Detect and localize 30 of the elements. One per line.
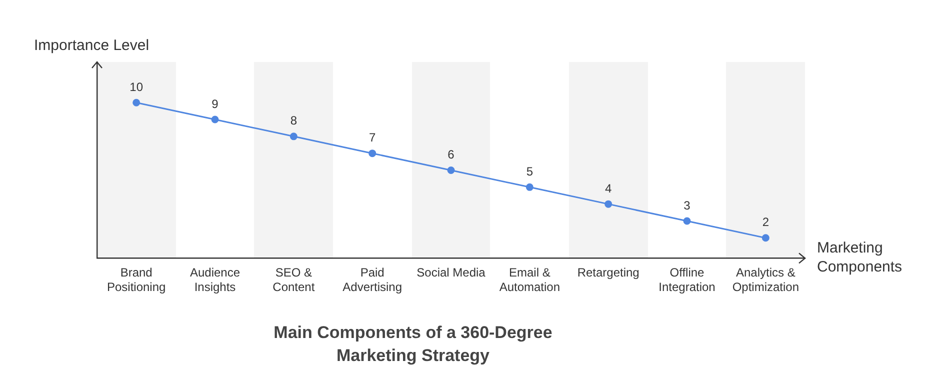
data-label: 9 bbox=[212, 96, 219, 111]
y-axis-title: Importance Level bbox=[34, 37, 150, 54]
point bbox=[526, 183, 534, 191]
x-axis-title: Marketing Components bbox=[817, 239, 902, 276]
point bbox=[683, 217, 691, 225]
x-tick-label: Audience Insights bbox=[190, 266, 240, 294]
x-tick-label: Offline Integration bbox=[658, 266, 716, 294]
point bbox=[604, 200, 612, 208]
x-tick-label: Brand Positioning bbox=[106, 266, 166, 294]
point bbox=[368, 150, 376, 158]
x-tick-label: SEO & Content bbox=[272, 266, 316, 294]
data-label: 10 bbox=[130, 80, 144, 94]
data-label: 8 bbox=[290, 114, 298, 128]
data-label: 2 bbox=[762, 215, 770, 230]
x-tick-label: Paid Advertising bbox=[342, 266, 402, 294]
point bbox=[132, 98, 140, 106]
x-tick-label: Analytics & Optimization bbox=[732, 266, 800, 294]
data-label: 7 bbox=[368, 130, 376, 145]
x-tick-label: Retargeting bbox=[577, 266, 640, 280]
x-tick-label: Email & Automation bbox=[499, 266, 560, 294]
data-label: 3 bbox=[684, 198, 691, 212]
data-label: 5 bbox=[526, 164, 534, 178]
point bbox=[447, 166, 455, 174]
point bbox=[211, 116, 219, 124]
data-label: 4 bbox=[604, 181, 612, 196]
point bbox=[290, 132, 298, 140]
x-tick-label: Social Media bbox=[416, 266, 486, 280]
data-label: 6 bbox=[448, 148, 455, 162]
point bbox=[762, 234, 770, 242]
text: Main Components of a 360-Degree Marketing Strategy bbox=[272, 322, 554, 367]
